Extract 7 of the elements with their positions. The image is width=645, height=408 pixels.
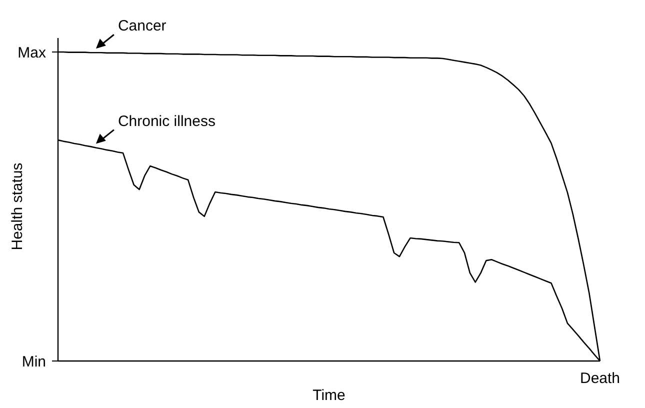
x-axis-title: Time bbox=[312, 387, 346, 404]
series-label: Cancer bbox=[118, 18, 166, 35]
y-axis-title: Health status bbox=[9, 162, 26, 250]
text: Max bbox=[18, 44, 46, 62]
text: Death bbox=[580, 370, 620, 387]
series-label: Chronic illness bbox=[118, 112, 216, 130]
text: Min bbox=[22, 353, 46, 370]
